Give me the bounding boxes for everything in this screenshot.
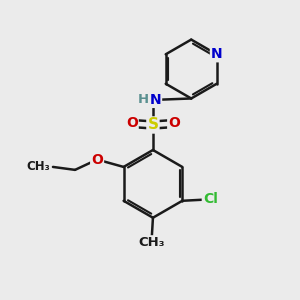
Text: H: H (138, 93, 149, 106)
Text: N: N (149, 93, 161, 107)
Text: CH₃: CH₃ (138, 236, 165, 249)
Text: CH₃: CH₃ (26, 160, 50, 173)
Text: Cl: Cl (203, 192, 218, 206)
Text: O: O (126, 116, 138, 130)
Text: N: N (211, 47, 223, 61)
Text: O: O (168, 116, 180, 130)
Text: O: O (91, 153, 103, 166)
Text: S: S (147, 118, 158, 133)
